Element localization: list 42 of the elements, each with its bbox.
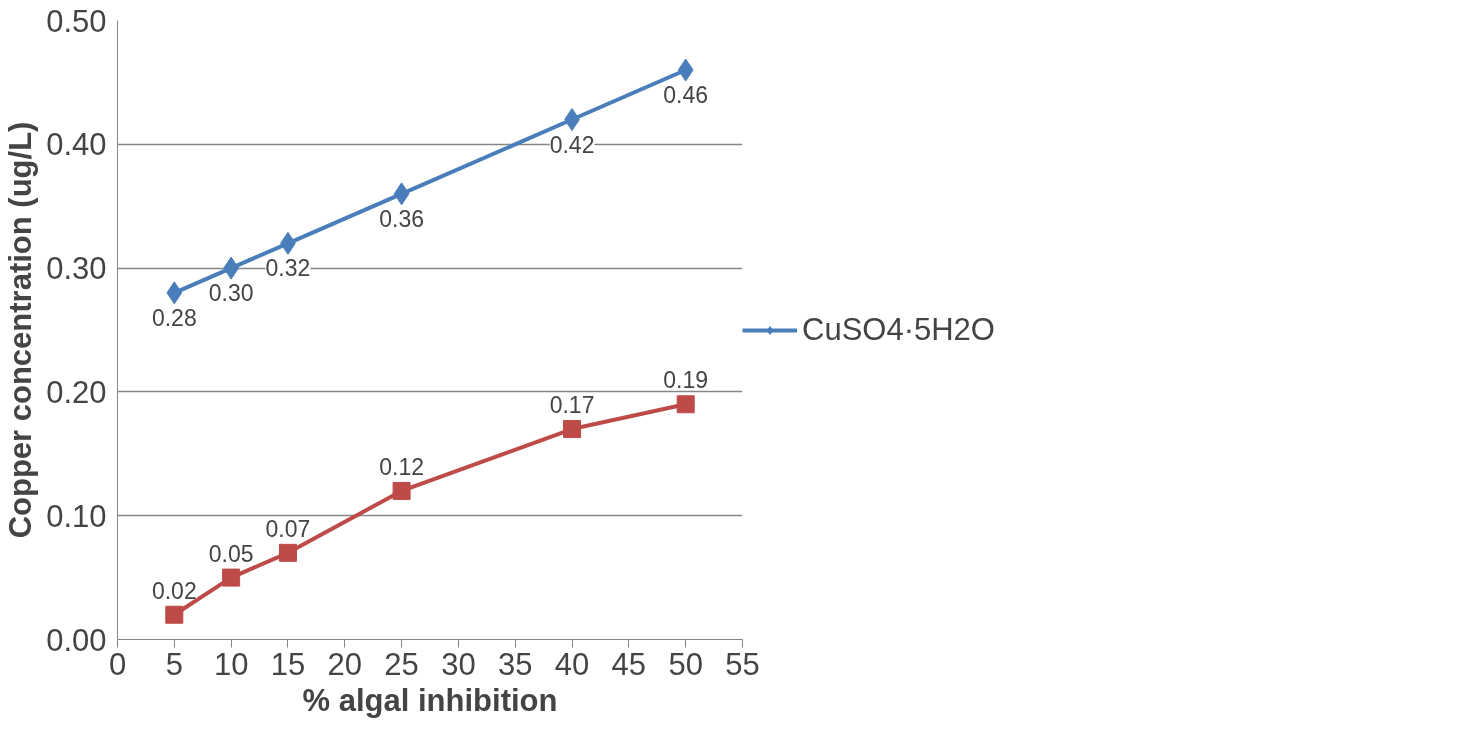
data-label: 0.46 (663, 82, 709, 109)
x-axis-title: % algal inhibition (302, 682, 558, 718)
x-tick-label: 0 (108, 646, 127, 682)
data-label: 0.36 (379, 205, 424, 232)
x-tick-label: 50 (668, 646, 703, 682)
data-label: 0.12 (379, 453, 424, 480)
x-tick-label: 15 (270, 646, 306, 682)
point (393, 182, 410, 206)
x-tick-label: 25 (384, 646, 419, 682)
data-label: 0.32 (265, 255, 311, 282)
x-tick-label: 5 (165, 646, 183, 682)
data-label: 0.05 (208, 540, 254, 567)
point (165, 605, 184, 624)
x-tick-label: 20 (327, 646, 363, 682)
y-tick-label: 0.20 (46, 374, 107, 410)
x-tick-label: 55 (725, 646, 760, 682)
y-tick-label: 0.00 (46, 622, 107, 658)
point (166, 281, 183, 305)
legend-label: CuSO4·5H2O (802, 311, 995, 348)
data-label: 0.30 (208, 280, 254, 307)
x-tick-label: 35 (497, 646, 533, 682)
y-axis-title: Copper concentration (ug/L) (3, 121, 39, 539)
data-label: 0.17 (549, 392, 595, 419)
data-label: 0.19 (663, 367, 709, 394)
y-tick-label: 0.50 (46, 3, 107, 39)
y-tick-label: 0.30 (46, 251, 107, 287)
x-tick-label: 30 (441, 646, 476, 682)
point (278, 543, 297, 562)
data-label: 0.02 (151, 577, 197, 604)
point (563, 420, 582, 439)
point (676, 395, 695, 414)
y-tick-label: 0.10 (46, 498, 107, 534)
y-tick-label: 0.40 (46, 127, 107, 163)
point (392, 481, 411, 500)
x-tick-label: 40 (554, 646, 590, 682)
data-label: 0.07 (265, 515, 311, 542)
x-tick-label: 10 (213, 646, 249, 682)
data-label: 0.42 (549, 131, 595, 158)
point (677, 58, 694, 82)
data-label: 0.28 (151, 304, 197, 331)
x-tick-label: 45 (611, 646, 647, 682)
point (222, 568, 241, 587)
